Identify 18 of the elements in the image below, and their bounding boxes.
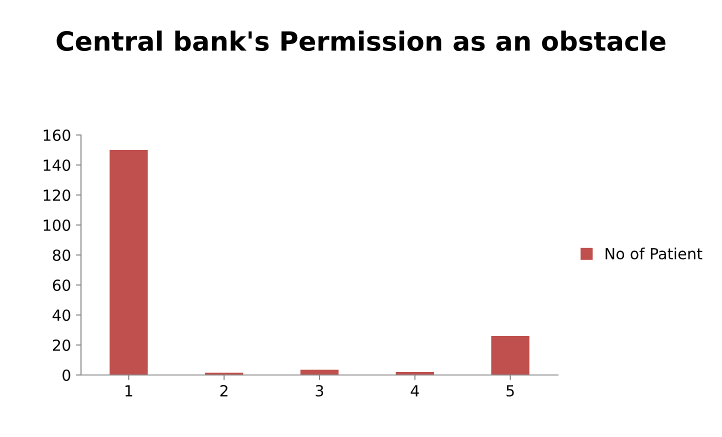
bar: [491, 336, 530, 375]
y-tick-label: 20: [52, 339, 70, 352]
x-tick-label: 3: [316, 384, 324, 397]
x-tick-label: 1: [126, 385, 132, 396]
y-tick-label: 120: [44, 189, 70, 202]
y-tick-label: 160: [44, 129, 70, 142]
legend-label: No of Patient: [606, 248, 702, 260]
chart-title: Central bank's Permission as an obstacle: [56, 30, 666, 52]
x-tick-label: 5: [506, 385, 514, 397]
x-tick-label: 4: [410, 385, 419, 396]
y-tick-label: 0: [62, 369, 70, 382]
y-tick-label: 100: [44, 219, 70, 232]
y-tick-label: 140: [44, 159, 70, 172]
y-tick-label: 40: [52, 309, 70, 322]
y-tick-label: 60: [52, 279, 70, 292]
x-tick-label: 2: [220, 384, 228, 396]
y-tick-label: 80: [52, 249, 70, 262]
bar: [110, 150, 148, 375]
